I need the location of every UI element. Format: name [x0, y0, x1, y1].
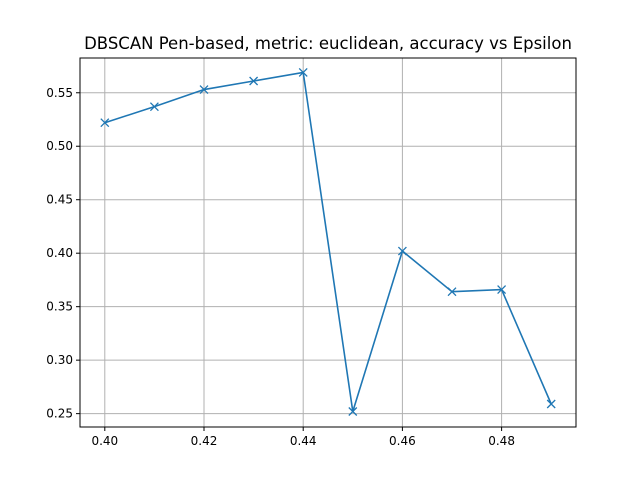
data-point-marker: [249, 76, 259, 86]
y-tick-label: 0.55: [46, 86, 73, 100]
data-point-marker: [100, 118, 110, 128]
y-tick-label: 0.25: [46, 407, 73, 421]
x-tick-label: 0.44: [290, 434, 317, 448]
y-tick-label: 0.45: [46, 193, 73, 207]
y-tick-label: 0.40: [46, 246, 73, 260]
x-axis: 0.40 0.42 0.44 0.46 0.48: [91, 427, 515, 448]
data-point-marker: [348, 407, 358, 416]
data-point-marker: [447, 287, 457, 297]
x-tick-label: 0.48: [488, 434, 515, 448]
x-tick-label: 0.46: [389, 434, 416, 448]
x-tick-label: 0.42: [191, 434, 218, 448]
series-group: [100, 67, 556, 416]
chart-title: DBSCAN Pen-based, metric: euclidean, acc…: [84, 34, 572, 53]
data-point-marker: [298, 67, 308, 77]
y-tick-label: 0.50: [46, 139, 73, 153]
y-axis: 0.25 0.30 0.35 0.40 0.45 0.50 0.55: [46, 86, 80, 421]
x-tick-label: 0.40: [91, 434, 118, 448]
data-point-marker: [149, 102, 159, 112]
data-point-marker: [199, 85, 209, 95]
data-point-marker: [397, 246, 407, 256]
data-point-marker: [497, 285, 507, 295]
plot-frame: [79, 57, 577, 428]
grid: [80, 58, 576, 427]
data-point-marker: [546, 399, 556, 409]
y-tick-label: 0.35: [46, 300, 73, 314]
y-tick-label: 0.30: [46, 353, 73, 367]
series-line: [104, 71, 552, 412]
